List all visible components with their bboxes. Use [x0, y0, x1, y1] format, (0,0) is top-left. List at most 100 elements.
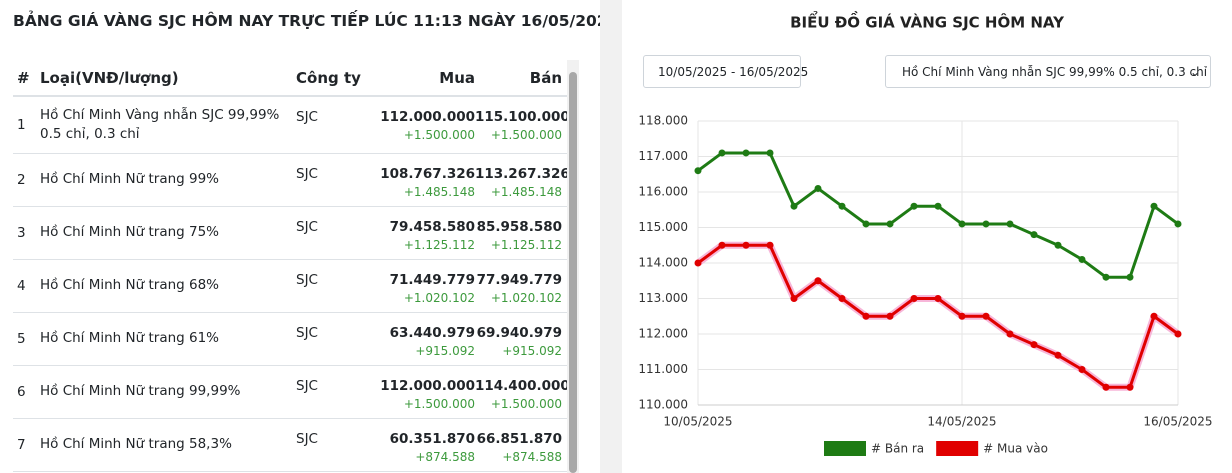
row-index: 5	[13, 312, 40, 366]
row-index: 7	[13, 418, 40, 472]
point	[766, 149, 774, 157]
point	[934, 295, 942, 302]
sell-price: 69.940.979	[476, 324, 562, 341]
buy-price: 108.767.326	[380, 165, 475, 182]
header-row: # Loại(VNĐ/lượng) Công ty Mua Bán	[13, 60, 567, 97]
point	[958, 220, 966, 228]
legend-swatch	[824, 441, 866, 456]
legend-swatch	[936, 441, 979, 456]
scrollbar-thumb[interactable]	[569, 72, 577, 473]
point	[1174, 220, 1182, 228]
sell-change: +1.020.102	[490, 290, 562, 305]
buy-change: +1.500.000	[403, 128, 475, 142]
buy-price: 79.458.580	[389, 218, 475, 235]
column-header: Loại(VNĐ/lượng)	[40, 60, 296, 97]
sell-cell: 85.958.580 +1.125.112	[475, 206, 567, 260]
point	[1150, 312, 1158, 320]
x-tick-label: 16/05/2025	[1143, 415, 1212, 429]
buy-price: 60.351.870	[389, 430, 475, 447]
y-tick-label: 115.000	[638, 220, 688, 234]
point	[718, 241, 726, 249]
y-tick-label: 118.000	[638, 114, 688, 128]
chart-panel: 10/05/2025 - 16/05/2025 Hồ Chí Minh Vàng…	[622, 0, 1232, 473]
buy-change: +915.092	[415, 343, 475, 358]
y-tick-label: 111.000	[638, 362, 688, 376]
sell-cell: 77.949.779 +1.020.102	[475, 259, 567, 313]
point	[1174, 330, 1182, 338]
table-row: 7 Hồ Chí Minh Nữ trang 58,3% SJC 60.351.870…	[13, 418, 567, 472]
row-index: 4	[13, 259, 40, 313]
point	[694, 259, 702, 267]
column-header: Bán	[475, 60, 567, 97]
point	[790, 202, 798, 210]
table-row: 2 Hồ Chí Minh Nữ trang 99% SJC 108.767.326 +…	[13, 153, 570, 207]
point	[1126, 273, 1134, 281]
company: SJC	[296, 365, 376, 419]
select-arrow: ⌄	[1189, 65, 1200, 79]
sell-price: 115.100.000	[475, 109, 570, 125]
column-header: Công ty	[296, 60, 376, 97]
point	[1054, 351, 1062, 359]
buy-cell: 79.458.580 +1.125.112	[376, 206, 475, 260]
product-name: Hồ Chí Minh Nữ trang 61%	[40, 312, 296, 366]
sell-cell: 114.400.000 +1.500.000	[475, 365, 570, 419]
series-line	[697, 151, 1179, 279]
sell-change: +874.588	[502, 449, 562, 464]
buy-change: +1.485.148	[403, 184, 475, 199]
buy-cell: 63.440.979 +915.092	[376, 312, 475, 366]
column-header: #	[13, 60, 40, 97]
buy-price: 63.440.979	[389, 324, 475, 341]
point	[1126, 383, 1134, 391]
company: SJC	[296, 418, 376, 472]
table-row: 4 Hồ Chí Minh Nữ trang 68% SJC 71.449.779 +1…	[13, 259, 567, 313]
y-tick-label: 117.000	[638, 149, 688, 163]
point	[1006, 330, 1014, 338]
buy-change: +1.020.102	[403, 290, 475, 305]
point	[838, 202, 846, 210]
point	[1030, 341, 1038, 349]
chart-title: BIỂU ĐỒ GIÁ VÀNG SJC HÔM NAY	[790, 10, 1065, 32]
sell-price: 114.400.000	[475, 377, 570, 394]
buy-price: 112.000.000	[380, 109, 475, 125]
product-select[interactable]: Hồ Chí Minh Vàng nhẫn SJC 99,99% 0.5 chỉ…	[885, 55, 1211, 88]
date-range-input[interactable]: 10/05/2025 - 16/05/2025	[643, 55, 808, 88]
point	[742, 149, 750, 157]
x-tick-label: 14/05/2025	[927, 415, 996, 429]
point	[982, 312, 990, 320]
point	[694, 167, 702, 175]
company: SJC	[296, 96, 376, 154]
point	[814, 277, 822, 285]
column-header: Mua	[376, 60, 475, 97]
buy-price: 71.449.779	[389, 271, 475, 288]
sell-change: +1.500.000	[490, 396, 562, 411]
product-name: Hồ Chí Minh Nữ trang 58,3%	[40, 418, 296, 472]
product-name: Hồ Chí Minh Nữ trang 99%	[40, 153, 296, 207]
series-line	[697, 243, 1179, 389]
point	[910, 295, 918, 302]
sell-price: 66.851.870	[476, 430, 562, 447]
product-name: Hồ Chí Minh Nữ trang 68%	[40, 259, 296, 313]
sell-change: +1.500.000	[490, 128, 562, 142]
company: SJC	[296, 153, 376, 207]
y-tick-label: 116.000	[638, 185, 688, 199]
point	[790, 295, 798, 302]
sell-price: 85.958.580	[476, 218, 562, 235]
point	[910, 202, 918, 210]
table-body: 1 Hồ Chí Minh Vàng nhẫn SJC 99,99% 0.5 ch…	[13, 96, 570, 472]
point	[1078, 366, 1086, 373]
point	[886, 220, 894, 228]
product-name: Hồ Chí Minh Nữ trang 99,99%	[40, 365, 296, 419]
sell-change: +1.485.148	[490, 184, 562, 199]
point	[886, 312, 894, 320]
y-tick-label: 114.000	[638, 256, 688, 270]
product-name: Hồ Chí Minh Vàng nhẫn SJC 99,99% 0.5 chỉ…	[40, 96, 296, 154]
buy-cell: 112.000.000 +1.500.000	[376, 96, 475, 154]
legend-label: # Mua vào	[983, 442, 1048, 456]
product-select-text: Hồ Chí Minh Vàng nhẫn SJC 99,99% 0.5 chỉ…	[902, 65, 1208, 79]
price-table-panel: BẢNG GIÁ VÀNG SJC HÔM NAY TRỰC TIẾP LÚC …	[0, 0, 600, 473]
company: SJC	[296, 312, 376, 366]
line-glow	[695, 241, 1181, 391]
sell-cell: 113.267.326 +1.485.148	[475, 153, 570, 207]
buy-change: +1.500.000	[403, 396, 475, 411]
